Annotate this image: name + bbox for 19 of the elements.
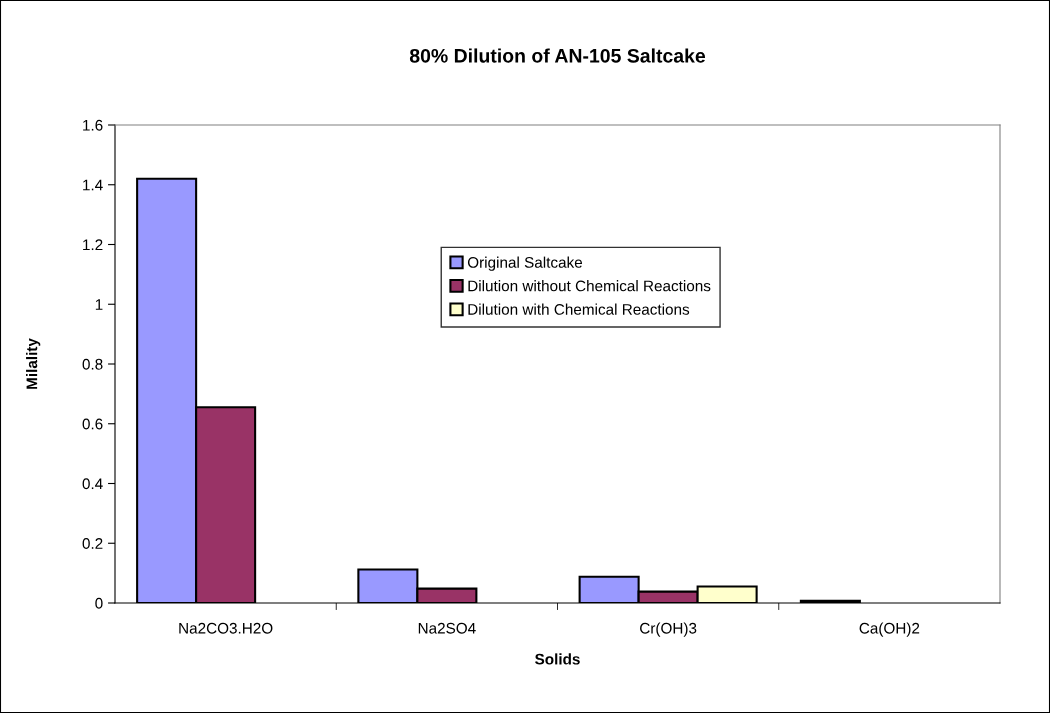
x-tick-label: Ca(OH)2 <box>859 622 920 637</box>
x-tick-label: Na2CO3.H2O <box>179 622 273 634</box>
y-tick-label: 1 <box>95 299 103 310</box>
y-tick-label: 0.2 <box>82 538 103 549</box>
y-axis-title: Milality <box>26 338 41 389</box>
x-axis-title: Solids <box>535 653 580 665</box>
legend-label: Dilution with Chemical Reactions <box>468 303 690 315</box>
y-tick-label: 0.8 <box>82 358 103 370</box>
y-tick-label: 1.2 <box>83 239 103 251</box>
y-tick-label: 1.6 <box>83 119 103 131</box>
legend-label: Original Saltcake <box>467 256 583 271</box>
y-tick-label: 0.4 <box>82 478 103 490</box>
y-tick-label: 0.6 <box>82 418 103 430</box>
x-tick-label: Cr(OH)3 <box>640 622 697 637</box>
x-tick-label: Na2SO4 <box>418 622 476 634</box>
y-tick-label: 0 <box>95 597 103 609</box>
chart-title: 80% Dilution of AN-105 Saltcake <box>409 48 706 63</box>
y-tick-label: 1.4 <box>83 179 103 191</box>
legend-label: Dilution without Chemical Reactions <box>468 280 711 292</box>
